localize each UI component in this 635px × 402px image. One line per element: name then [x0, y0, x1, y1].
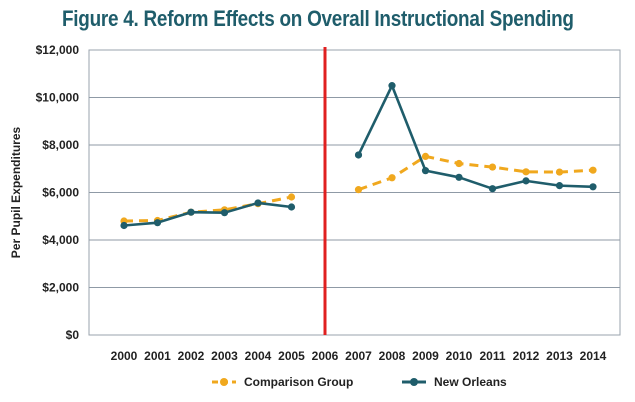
- data-point-new-orleans: [187, 208, 195, 216]
- y-tick-label: $4,000: [42, 233, 79, 247]
- data-point-new-orleans: [455, 173, 463, 181]
- data-point-new-orleans: [354, 151, 363, 159]
- series-line-new-orleans: [123, 201, 292, 227]
- x-tick-label: 2009: [412, 349, 439, 363]
- x-tick-label: 2000: [111, 349, 138, 363]
- y-tick-label: $10,000: [36, 91, 80, 105]
- x-tick-label: 2002: [178, 349, 205, 363]
- legend-label: New Orleans: [434, 375, 507, 389]
- data-point-new-orleans: [589, 183, 597, 191]
- data-point-new-orleans: [120, 221, 128, 230]
- data-point-new-orleans: [488, 185, 497, 193]
- y-tick-label: $2,000: [42, 281, 79, 295]
- data-point-new-orleans: [254, 199, 262, 207]
- series-line-new-orleans: [357, 84, 594, 190]
- data-point-comparison-group: [555, 168, 564, 176]
- data-point-comparison-group: [522, 168, 530, 176]
- x-tick-label: 2013: [546, 349, 573, 363]
- data-point-new-orleans: [388, 82, 396, 90]
- x-tick-label: 2010: [446, 349, 473, 363]
- data-point-new-orleans: [522, 177, 530, 185]
- x-tick-label: 2014: [580, 349, 607, 363]
- data-point-comparison-group: [455, 159, 463, 168]
- data-point-new-orleans: [220, 209, 229, 217]
- y-tick-label: $6,000: [42, 186, 79, 200]
- x-tick-label: 2006: [312, 349, 339, 363]
- x-tick-label: 2005: [278, 349, 305, 363]
- data-point-new-orleans: [153, 219, 162, 227]
- data-point-comparison-group: [354, 186, 363, 194]
- data-point-comparison-group: [421, 152, 430, 160]
- x-tick-label: 2011: [479, 349, 505, 363]
- chart-title: Figure 4. Reform Effects on Overall Inst…: [62, 6, 574, 31]
- data-point-comparison-group: [388, 174, 396, 182]
- x-tick-label: 2012: [513, 349, 540, 363]
- x-tick-label: 2003: [211, 349, 238, 363]
- x-tick-label: 2007: [345, 349, 372, 363]
- data-point-new-orleans: [287, 203, 296, 211]
- y-tick-label: $8,000: [42, 138, 79, 152]
- x-tick-label: 2001: [144, 349, 171, 363]
- legend-swatch-marker: [410, 378, 418, 386]
- x-tick-label: 2004: [245, 349, 272, 363]
- legend-swatch-marker: [220, 378, 228, 386]
- data-point-new-orleans: [421, 167, 430, 175]
- x-tick-label: 2008: [379, 349, 406, 363]
- y-axis-label: Per Pupil Expenditures: [9, 126, 23, 258]
- data-point-new-orleans: [555, 182, 564, 190]
- data-point-comparison-group: [589, 166, 597, 174]
- series-line-comparison-group: [123, 195, 292, 223]
- legend-label: Comparison Group: [244, 375, 353, 389]
- series-line-comparison-group: [357, 154, 594, 192]
- data-point-comparison-group: [488, 163, 497, 171]
- y-tick-label: $0: [66, 328, 80, 342]
- data-point-comparison-group: [287, 193, 296, 201]
- y-tick-label: $12,000: [36, 43, 80, 57]
